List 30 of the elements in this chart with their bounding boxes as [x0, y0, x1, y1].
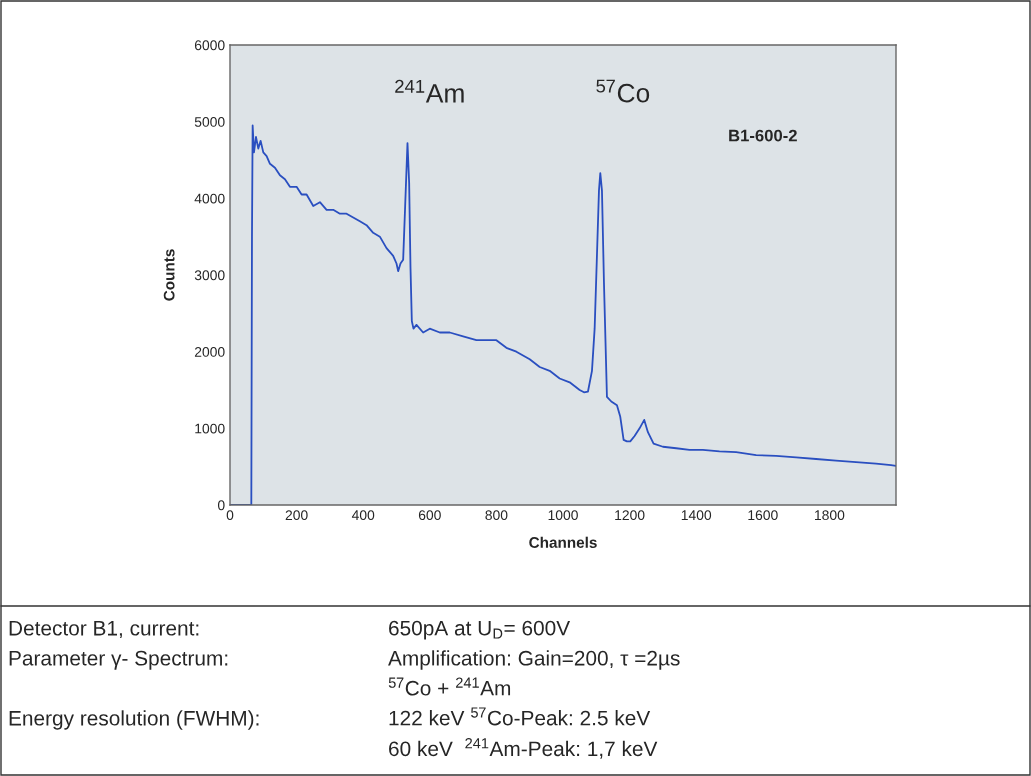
x-axis-title: Channels [529, 536, 597, 548]
y-tick-label: 4000 [194, 193, 225, 204]
y-tick-label: 0 [217, 500, 225, 511]
x-tick-label: 200 [285, 510, 308, 521]
x-tick-label: 600 [418, 510, 441, 521]
annotation: $^{57}$Co [596, 79, 650, 103]
y-axis-title: Counts [163, 249, 175, 301]
x-tick-label: 1000 [548, 510, 578, 521]
y-tick-label: 5000 [194, 117, 225, 127]
text: Energy resolution (FWHM): [9, 710, 259, 730]
text: 122 keV $^{57}$Co-Peak: 2.5 keV [389, 707, 651, 726]
text: Parameter γ- Spectrum: [9, 650, 228, 670]
x-tick-label: 0 [226, 510, 234, 521]
text: Detector B1, current: [9, 621, 199, 639]
x-tick-label: 1400 [681, 510, 712, 521]
x-tick-label: 400 [351, 510, 375, 521]
annotation: B1-600-2 [729, 129, 797, 142]
x-tick-label: 1600 [748, 510, 778, 521]
text: 60 keV $^{241}$Am-Peak: 1,7 keV [389, 738, 658, 759]
y-tick-label: 3000 [194, 270, 225, 281]
y-tick-label: 6000 [194, 40, 225, 51]
annotation: $^{241}$Am [395, 79, 464, 103]
text: 650pA at U$_{D}$= 600V [389, 620, 571, 640]
text: $^{57}$Co + $^{241}$Am [388, 677, 511, 696]
x-tick-label: 800 [485, 510, 508, 521]
text: Amplification: Gain=200, τ =2µs [388, 650, 680, 670]
x-tick-label: 1200 [615, 510, 645, 521]
y-tick-label: 1000 [195, 423, 225, 434]
x-tick-label: 1800 [815, 510, 845, 521]
y-tick-label: 2000 [194, 347, 225, 357]
